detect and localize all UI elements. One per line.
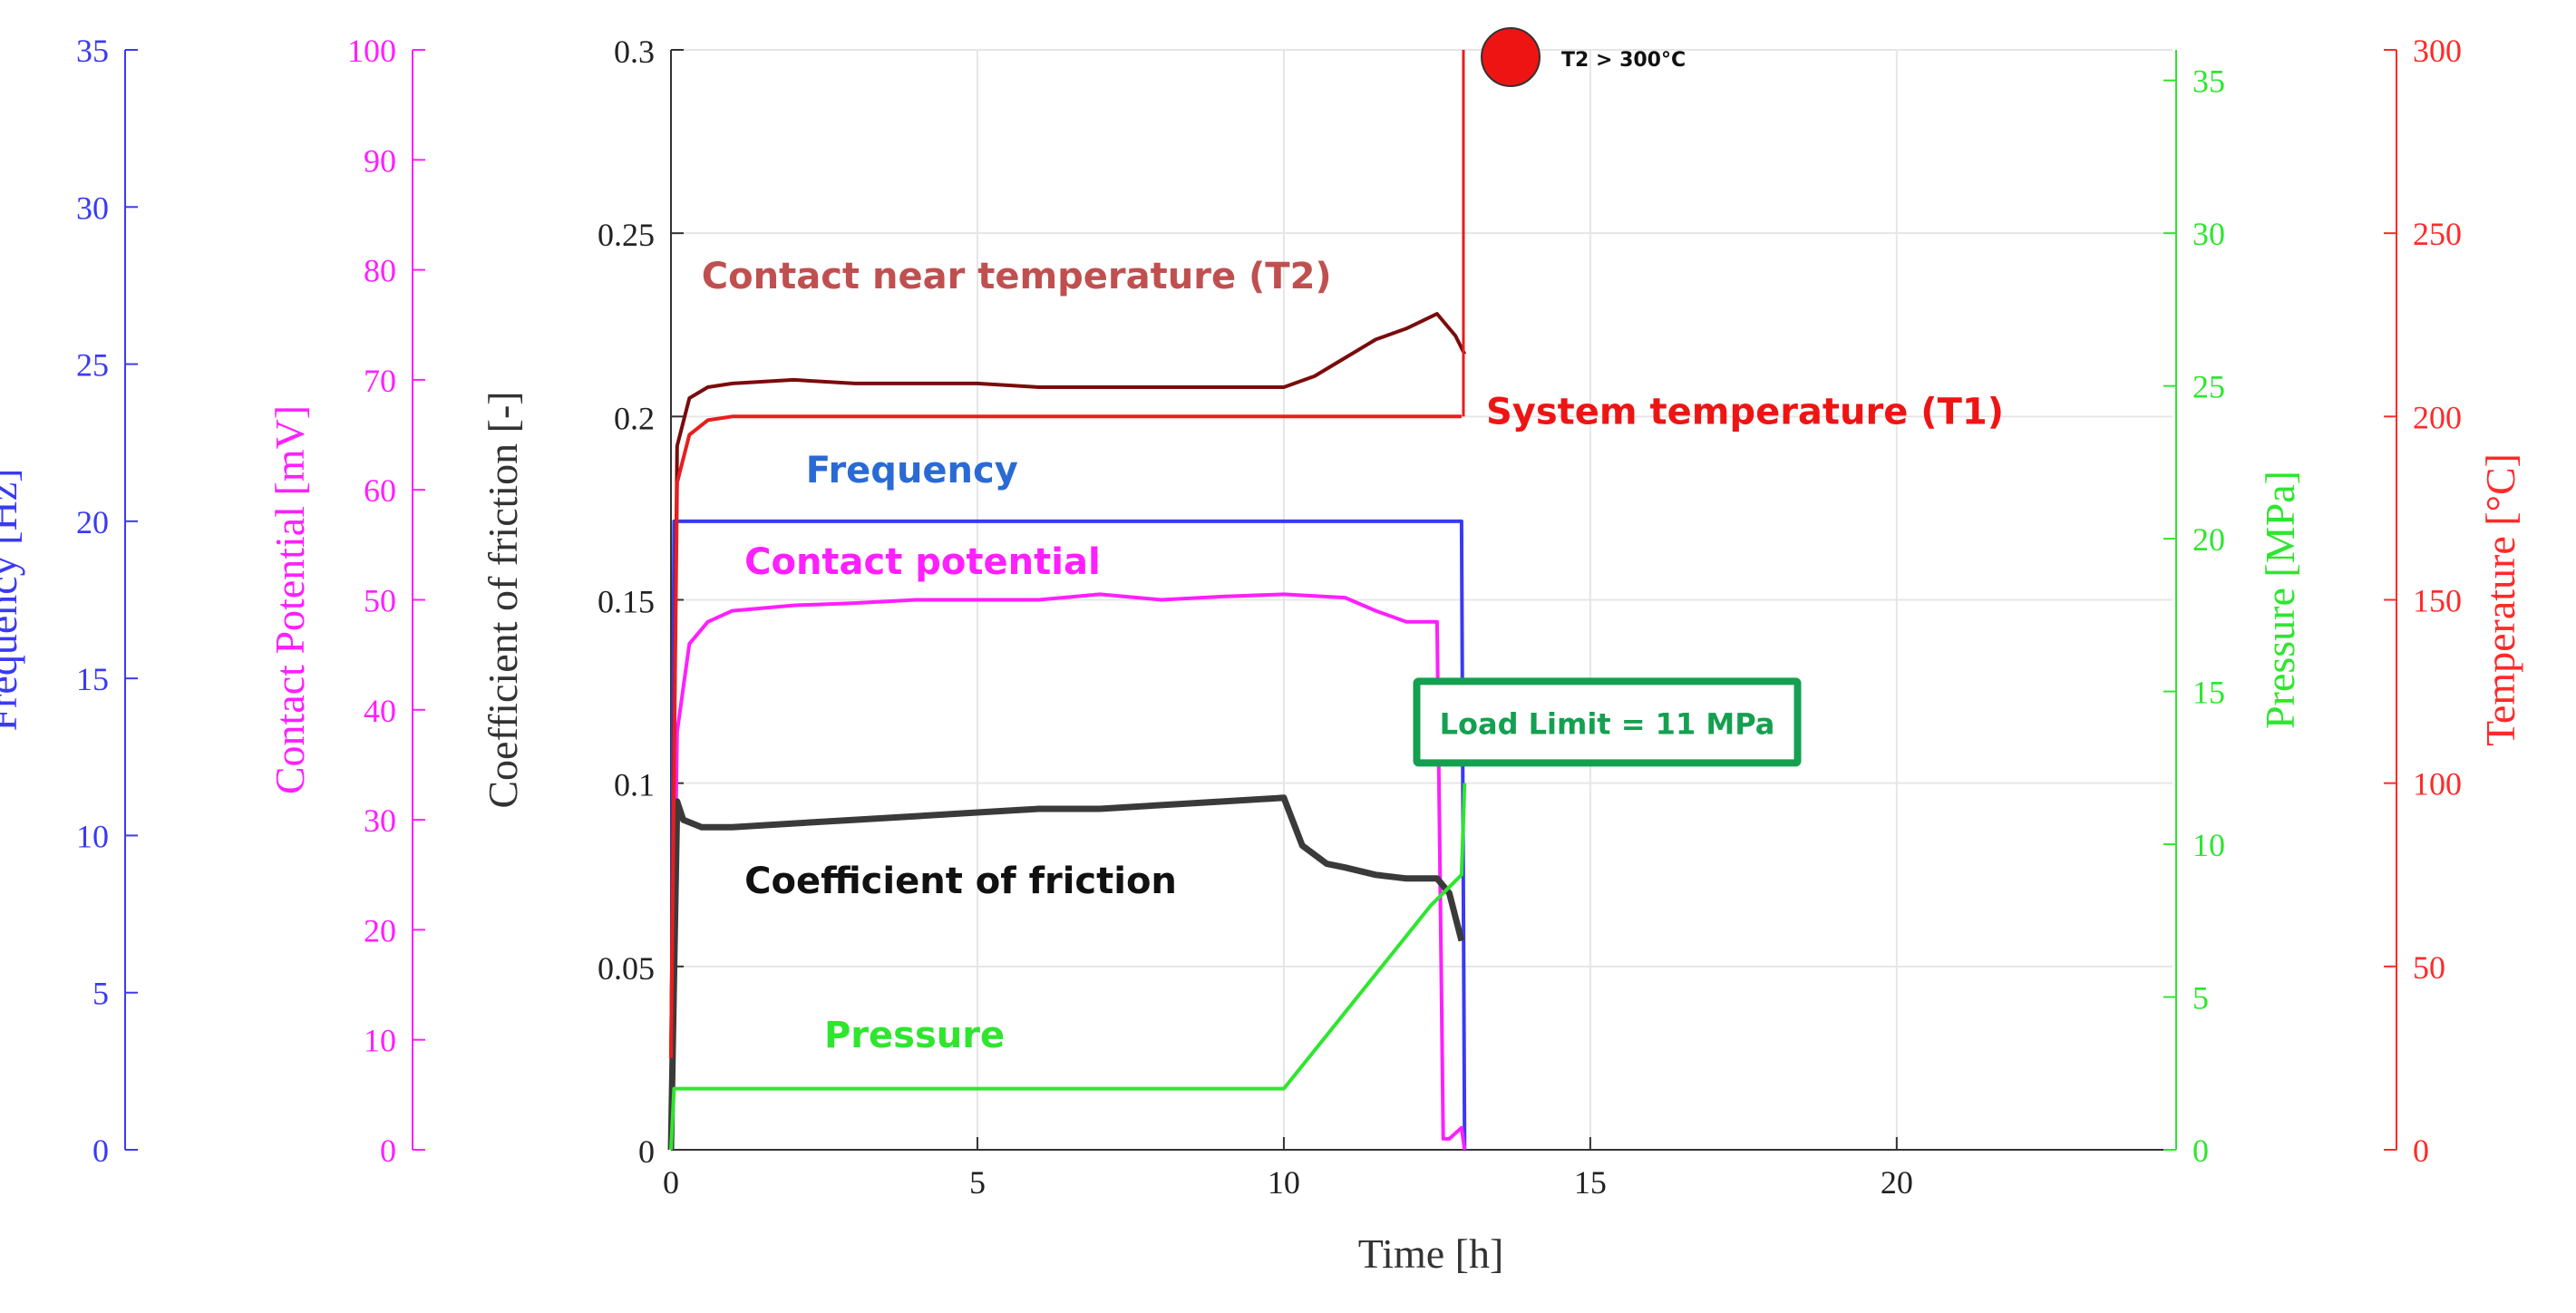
annotation-label: Contact potential <box>744 541 1101 583</box>
frequency-tick-label: 10 <box>76 818 109 854</box>
main-y-axis-title: Coefficient of friction [-] <box>480 391 526 808</box>
temperature-tick-label: 100 <box>2413 766 2462 802</box>
potential-tick-label: 10 <box>364 1023 396 1059</box>
temperature-tick-label: 0 <box>2413 1133 2429 1169</box>
annotation-label: Pressure <box>824 1015 1005 1056</box>
temperature-tick-label: 150 <box>2413 583 2462 619</box>
pressure-tick-label: 20 <box>2192 521 2225 558</box>
pressure-axis-title: Pressure [MPa] <box>2257 471 2303 729</box>
pressure-tick-label: 10 <box>2192 827 2225 863</box>
main-y-tick-label: 0 <box>638 1133 655 1170</box>
temperature-tick-label: 200 <box>2413 399 2462 435</box>
frequency-tick-label: 35 <box>76 33 109 69</box>
annotation-label: Coefficient of friction <box>744 861 1177 902</box>
series-line-2 <box>667 794 1465 1151</box>
annotation-label: Contact near temperature (T2) <box>702 256 1332 297</box>
potential-tick-label: 100 <box>347 33 396 69</box>
x-tick-label: 15 <box>1574 1164 1607 1201</box>
potential-tick-label: 40 <box>364 693 396 729</box>
x-axis-title: Time [h] <box>1358 1230 1504 1277</box>
event-marker-circle <box>1481 27 1541 87</box>
frequency-tick-label: 25 <box>76 347 109 384</box>
temperature-tick-label: 300 <box>2413 33 2462 69</box>
pressure-tick-label: 25 <box>2192 369 2225 405</box>
frequency-tick-label: 5 <box>92 976 109 1012</box>
load-limit-label: Load Limit = 11 MPa <box>1440 706 1775 741</box>
frequency-tick-label: 30 <box>76 190 109 226</box>
potential-tick-label: 20 <box>364 912 396 948</box>
series-line-4 <box>669 414 1462 1058</box>
pressure-tick-label: 15 <box>2192 675 2225 711</box>
potential-tick-label: 90 <box>364 142 396 179</box>
potential-tick-label: 80 <box>364 253 396 289</box>
frequency-tick-label: 20 <box>76 504 109 540</box>
main-y-tick-label: 0.1 <box>614 767 655 803</box>
pressure-tick-label: 35 <box>2192 63 2225 100</box>
x-tick-label: 5 <box>969 1164 986 1201</box>
annotation-label: System temperature (T1) <box>1486 391 2004 433</box>
pressure-tick-label: 30 <box>2192 216 2225 252</box>
main-y-tick-label: 0.05 <box>598 950 655 987</box>
x-tick-label: 10 <box>1268 1164 1300 1201</box>
main-y-tick-label: 0.3 <box>614 34 655 70</box>
load-limit-box <box>1413 677 1802 767</box>
potential-tick-label: 50 <box>364 583 396 619</box>
potential-axis-title: Contact Potential [mV] <box>267 405 313 794</box>
potential-tick-label: 70 <box>364 363 396 399</box>
temperature-axis-title: Temperature [°C] <box>2477 453 2523 746</box>
frequency-tick-label: 0 <box>92 1133 109 1169</box>
pressure-tick-label: 0 <box>2192 1133 2209 1169</box>
x-tick-label: 0 <box>663 1164 679 1201</box>
temperature-tick-label: 250 <box>2413 216 2462 252</box>
frequency-axis-title: Frequency [Hz] <box>0 469 25 732</box>
main-y-tick-label: 0.25 <box>598 217 655 253</box>
event-marker-label: T2 > 300°C <box>1561 49 1686 72</box>
frequency-tick-label: 15 <box>76 661 109 697</box>
annotation-label: Frequency <box>806 450 1018 491</box>
main-y-tick-label: 0.15 <box>598 584 655 620</box>
potential-tick-label: 30 <box>364 802 396 839</box>
series-line-5 <box>669 783 1467 1151</box>
series-line-3 <box>669 312 1467 1058</box>
main-y-tick-label: 0.2 <box>614 400 655 436</box>
temperature-tick-label: 50 <box>2413 949 2445 986</box>
potential-tick-label: 60 <box>364 472 396 509</box>
pressure-tick-label: 5 <box>2192 980 2209 1016</box>
potential-tick-label: 0 <box>380 1133 396 1169</box>
x-tick-label: 20 <box>1881 1164 1913 1201</box>
